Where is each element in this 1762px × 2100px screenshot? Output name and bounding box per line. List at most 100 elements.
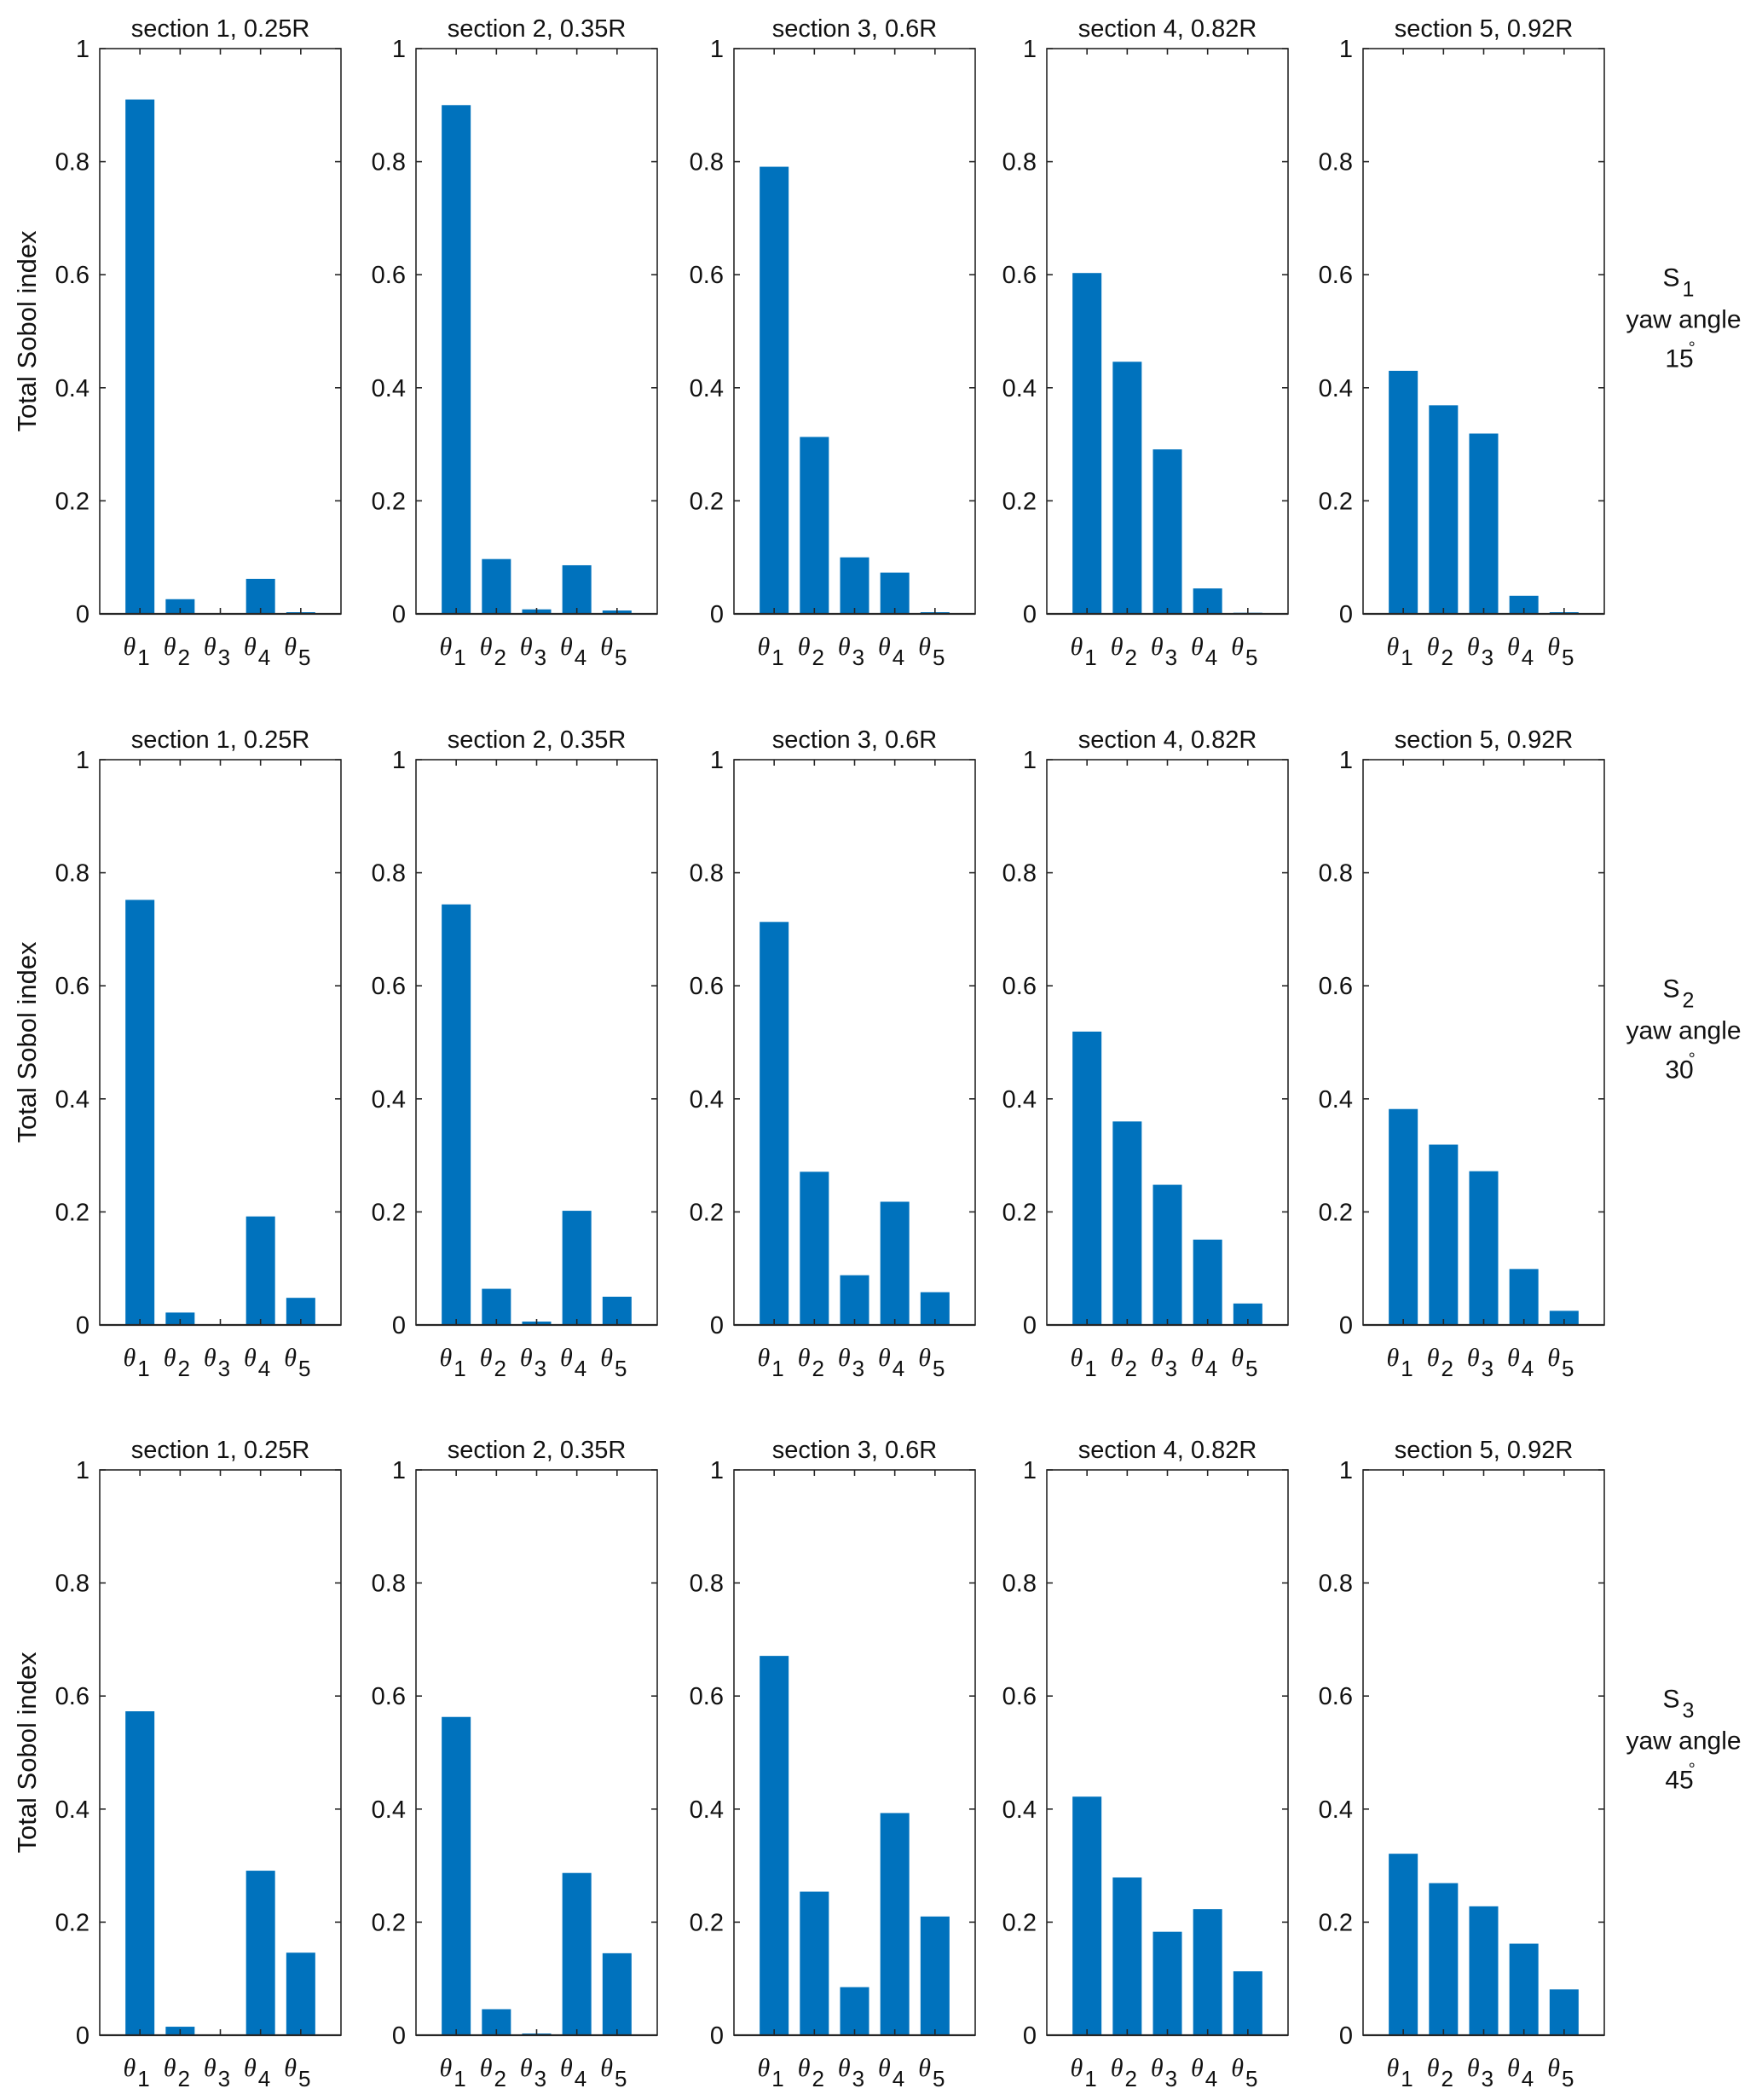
bar-theta1 bbox=[125, 1711, 155, 2035]
y-tick-label: 0.8 bbox=[372, 1571, 406, 1598]
panel-row2-col2: section 2, 0.35R 0 0.2 0.4 0.6 0.8 1 θ1 θ2 θ3 θ4 θ5 bbox=[372, 726, 658, 1381]
y-tick-label: 0.6 bbox=[1002, 1683, 1037, 1710]
y-tick-label: 0.2 bbox=[372, 1909, 406, 1936]
y-tick-label: 0.4 bbox=[372, 1086, 406, 1114]
y-tick-label: 0 bbox=[1023, 601, 1037, 628]
bar-theta4 bbox=[246, 1871, 275, 2035]
x-tick-label-theta4: θ4 bbox=[878, 2054, 904, 2091]
x-tick-label-theta4: θ4 bbox=[1507, 1344, 1534, 1381]
y-tick-label: 0.6 bbox=[55, 1683, 90, 1710]
bar-theta5 bbox=[1549, 1310, 1579, 1325]
y-tick-label: 0.2 bbox=[1319, 488, 1353, 515]
y-tick-label: 0.4 bbox=[372, 375, 406, 402]
bar-theta3 bbox=[1469, 1906, 1499, 2035]
x-tick-label-theta4: θ4 bbox=[244, 1344, 270, 1381]
panel-title: section 4, 0.82R bbox=[1078, 15, 1257, 43]
bar-theta2 bbox=[1112, 1877, 1142, 2035]
row-label-yaw: yaw angle bbox=[1626, 1727, 1741, 1756]
bar-theta4 bbox=[880, 572, 910, 614]
y-tick-label: 0 bbox=[392, 2022, 406, 2050]
x-tick-label-theta3: θ3 bbox=[204, 633, 230, 670]
y-tick-label: 0.6 bbox=[1319, 973, 1353, 1000]
x-tick-label-theta2: θ2 bbox=[480, 2054, 506, 2091]
x-tick-label-theta3: θ3 bbox=[1467, 1344, 1493, 1381]
x-tick-label-theta1: θ1 bbox=[1071, 1344, 1097, 1381]
bar-theta4 bbox=[1193, 1239, 1222, 1325]
x-tick-label-theta2: θ2 bbox=[1111, 1344, 1137, 1381]
x-tick-label-theta3: θ3 bbox=[520, 2054, 546, 2091]
y-tick-label: 0.2 bbox=[690, 1909, 724, 1936]
y-tick-label: 0.4 bbox=[1002, 1796, 1037, 1824]
y-tick-label: 1 bbox=[710, 36, 724, 63]
row-label-2: S 2 yaw angle 30° bbox=[1626, 975, 1741, 1085]
bar-theta1 bbox=[760, 922, 789, 1325]
x-tick-label-theta4: θ4 bbox=[1191, 1344, 1217, 1381]
y-tick-label: 0.2 bbox=[55, 488, 90, 515]
y-tick-label: 0.4 bbox=[1319, 1796, 1353, 1824]
y-tick-label: 1 bbox=[392, 1457, 406, 1484]
panel-title: section 3, 0.6R bbox=[772, 726, 937, 754]
bar-theta1 bbox=[1072, 1031, 1102, 1325]
panel-row1-col2: section 2, 0.35R 0 0.2 0.4 0.6 0.8 1 θ1 θ2 θ3 θ4 θ5 bbox=[372, 15, 658, 670]
panel-title: section 3, 0.6R bbox=[772, 1437, 937, 1464]
panel-row2-col3: section 3, 0.6R 0 0.2 0.4 0.6 0.8 1 θ1 θ2 θ3 θ4 θ5 bbox=[690, 726, 976, 1381]
x-tick-label-theta4: θ4 bbox=[878, 633, 904, 670]
bar-theta2 bbox=[482, 558, 511, 614]
y-tick-label: 1 bbox=[392, 747, 406, 774]
bar-theta3 bbox=[840, 557, 869, 614]
y-tick-label: 0.2 bbox=[55, 1909, 90, 1936]
x-tick-label-theta1: θ1 bbox=[440, 2054, 466, 2091]
x-tick-label-theta3: θ3 bbox=[1467, 633, 1493, 670]
y-tick-label: 0.4 bbox=[55, 1796, 90, 1824]
x-tick-label-theta3: θ3 bbox=[1151, 633, 1177, 670]
y-tick-label: 0 bbox=[1023, 1312, 1037, 1339]
bar-theta3 bbox=[1153, 449, 1182, 614]
y-tick-label: 0.8 bbox=[1319, 1571, 1353, 1598]
x-tick-label-theta3: θ3 bbox=[838, 633, 864, 670]
y-tick-label: 1 bbox=[710, 1457, 724, 1484]
bar-theta2 bbox=[1112, 1121, 1142, 1325]
y-tick-label: 0 bbox=[710, 2022, 724, 2050]
x-tick-label-theta1: θ1 bbox=[1071, 2054, 1097, 2091]
x-tick-label-theta5: θ5 bbox=[1231, 633, 1257, 670]
bar-theta1 bbox=[1072, 273, 1102, 614]
y-tick-label: 0.8 bbox=[1002, 1571, 1037, 1598]
panel-title: section 1, 0.25R bbox=[131, 726, 310, 754]
y-tick-label: 0.6 bbox=[690, 262, 724, 289]
y-tick-label: 1 bbox=[76, 747, 90, 774]
x-tick-label-theta5: θ5 bbox=[918, 633, 945, 670]
panel-row1-col3: section 3, 0.6R 0 0.2 0.4 0.6 0.8 1 θ1 θ2 θ3 θ4 θ5 bbox=[690, 15, 976, 670]
panel-row2-col5: section 5, 0.92R 0 0.2 0.4 0.6 0.8 1 θ1 θ2 θ3 θ4 θ5 bbox=[1319, 726, 1605, 1381]
y-tick-label: 0.2 bbox=[690, 1199, 724, 1226]
bar-theta4 bbox=[562, 1211, 592, 1325]
bar-theta5 bbox=[286, 1952, 315, 2035]
y-tick-label: 0.2 bbox=[372, 1199, 406, 1226]
y-tick-label: 0.4 bbox=[1319, 1086, 1353, 1114]
bar-theta2 bbox=[1429, 1883, 1459, 2035]
y-tick-label: 1 bbox=[1023, 1457, 1037, 1484]
x-tick-label-theta4: θ4 bbox=[1507, 633, 1534, 670]
panel-row1-col4: section 4, 0.82R 0 0.2 0.4 0.6 0.8 1 θ1 θ2 θ3 θ4 θ5 bbox=[1002, 15, 1289, 670]
y-tick-label: 0.4 bbox=[55, 375, 90, 402]
bar-theta3 bbox=[1469, 1171, 1499, 1325]
y-tick-label: 0.4 bbox=[372, 1796, 406, 1824]
y-tick-label: 0.6 bbox=[1002, 973, 1037, 1000]
y-tick-label: 0.2 bbox=[372, 488, 406, 515]
x-tick-label-theta3: θ3 bbox=[1151, 1344, 1177, 1381]
y-tick-label: 0 bbox=[710, 601, 724, 628]
x-tick-label-theta1: θ1 bbox=[440, 633, 466, 670]
x-tick-label-theta1: θ1 bbox=[440, 1344, 466, 1381]
bar-theta5 bbox=[920, 1916, 950, 2035]
bar-theta2 bbox=[800, 1171, 829, 1325]
y-tick-label: 0.4 bbox=[1002, 1086, 1037, 1114]
y-tick-label: 1 bbox=[710, 747, 724, 774]
panel-title: section 2, 0.35R bbox=[448, 15, 627, 43]
x-tick-label-theta5: θ5 bbox=[284, 633, 310, 670]
row-label-angle: 45° bbox=[1665, 1761, 1695, 1795]
y-tick-label: 0 bbox=[392, 1312, 406, 1339]
bar-theta1 bbox=[1389, 1854, 1418, 2035]
row-label-yaw: yaw angle bbox=[1626, 1017, 1741, 1045]
y-tick-label: 0.8 bbox=[55, 860, 90, 888]
